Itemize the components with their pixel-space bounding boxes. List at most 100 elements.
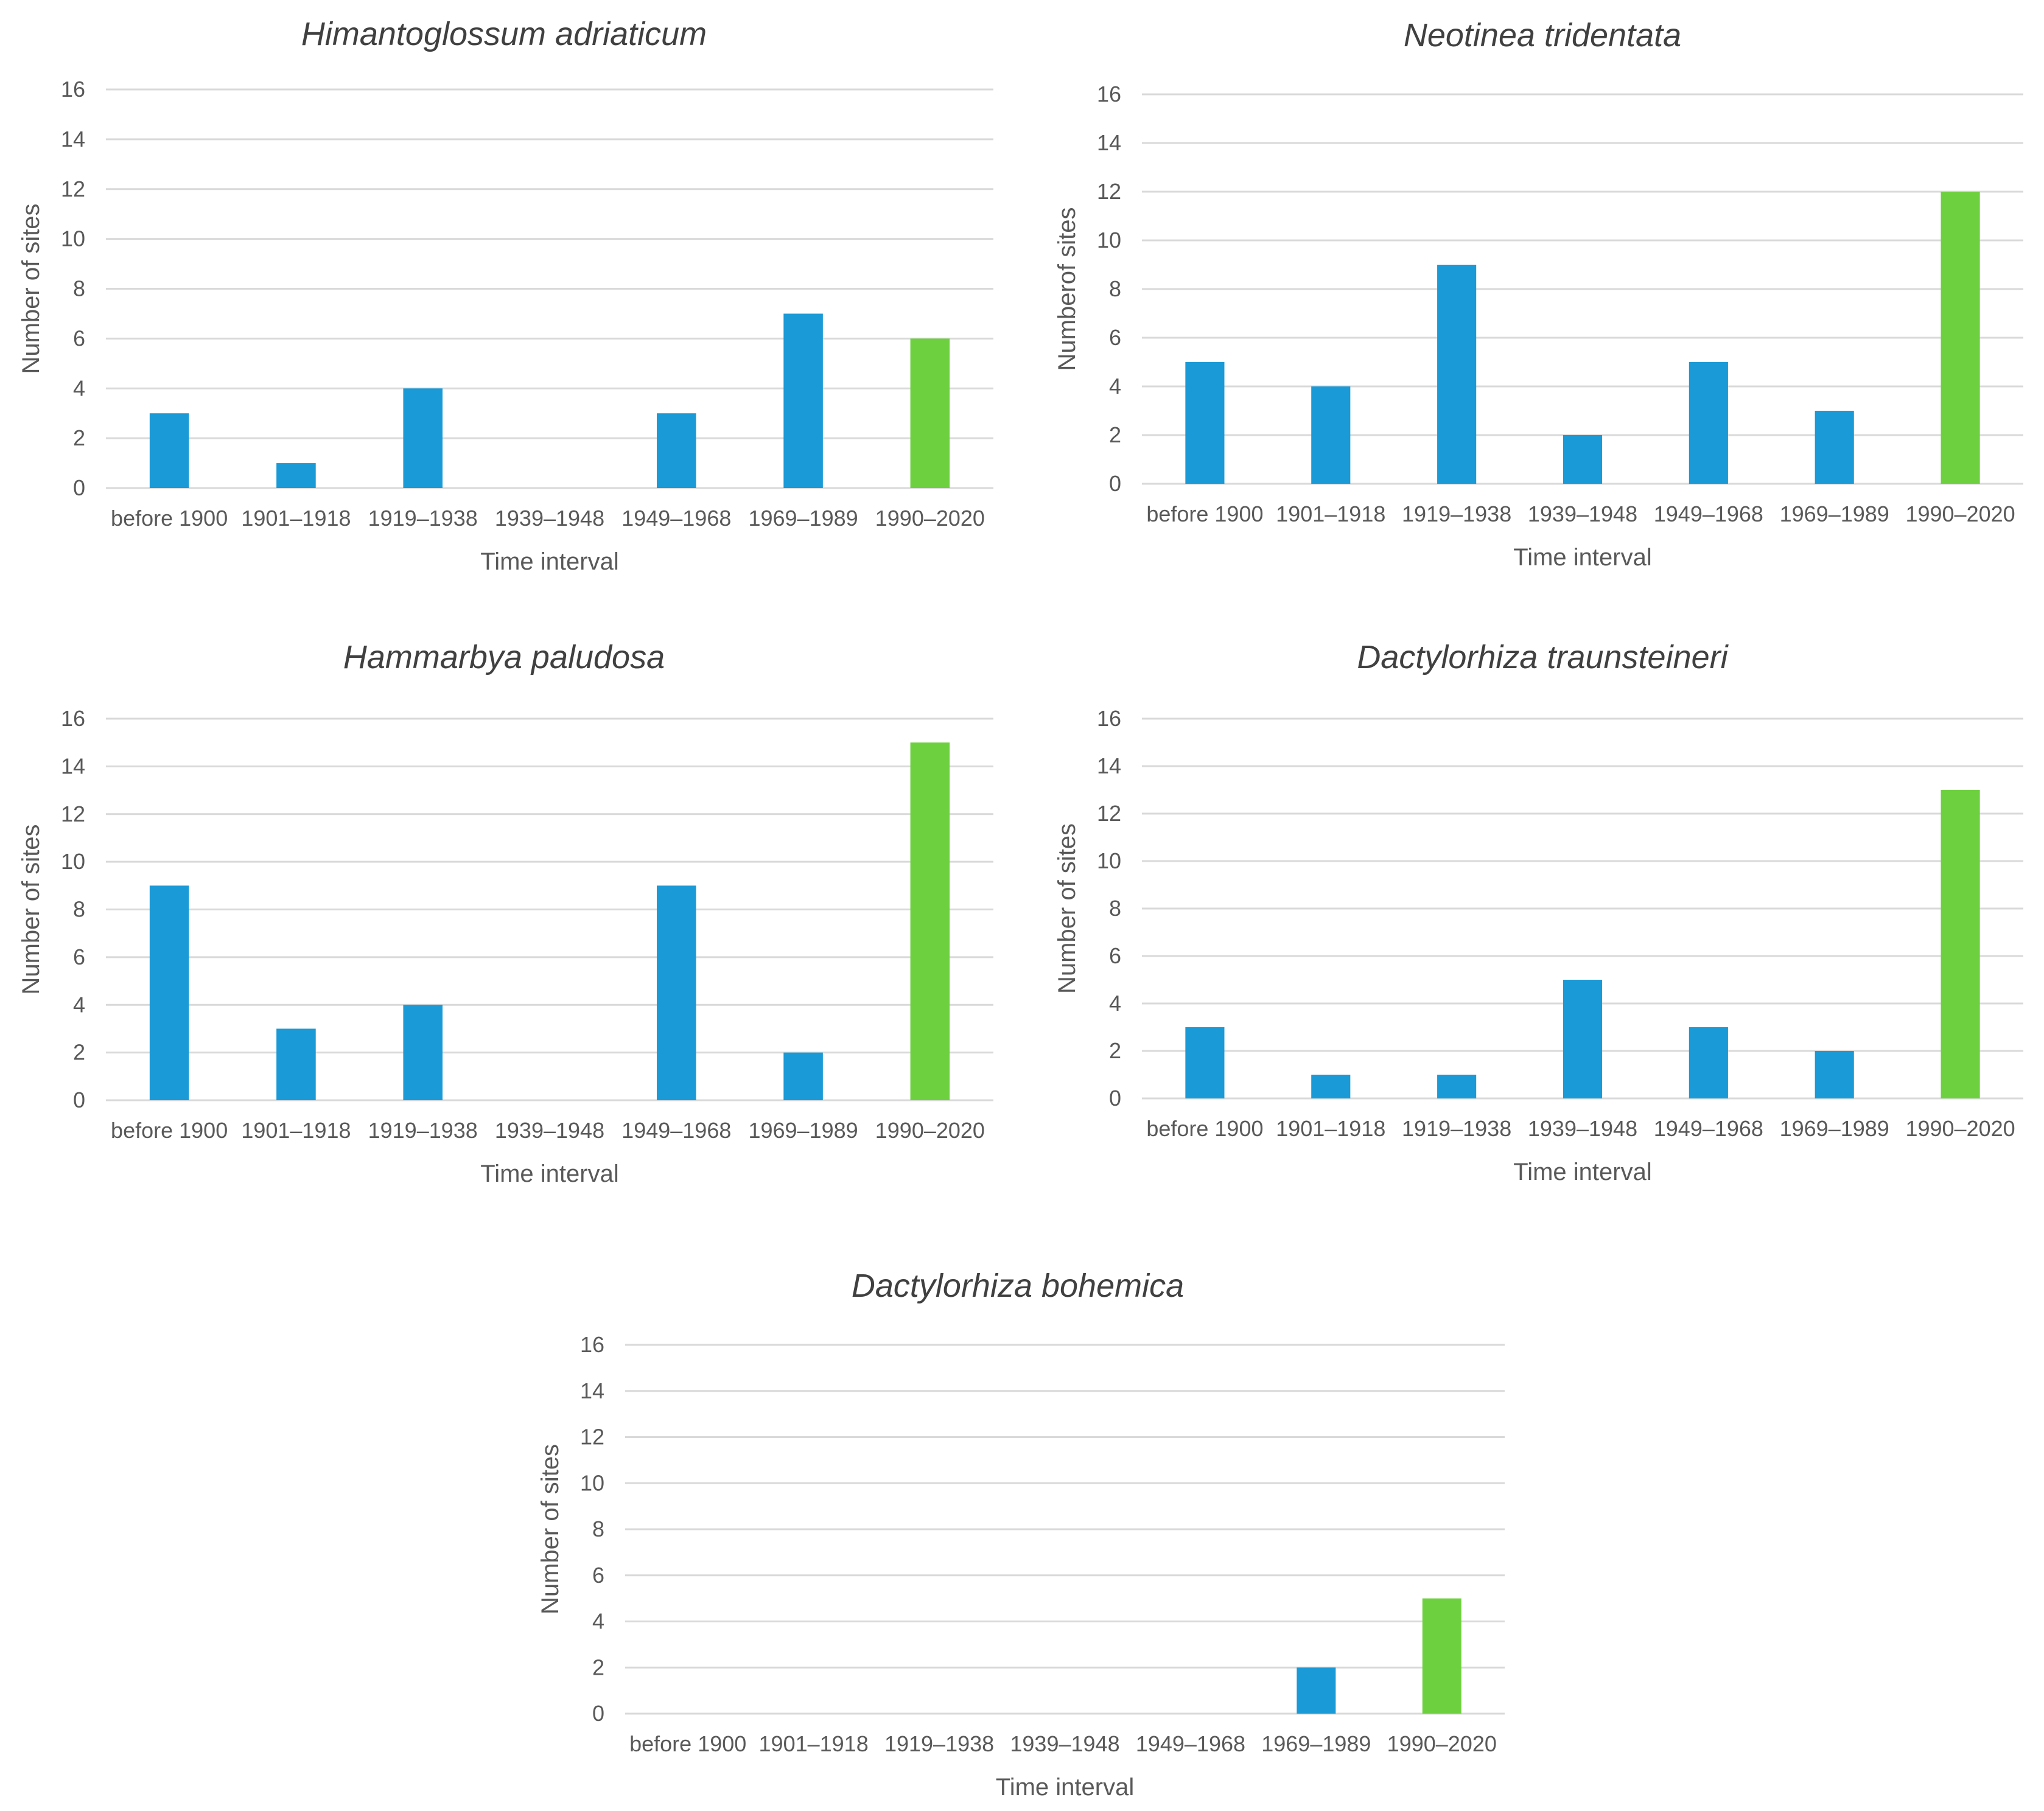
chart-svg-2: Neotinea tridentata 0 2 4 6 8 10 12 14 16 before 1… — [1054, 17, 2023, 571]
chart-svg-5: Dactylorhiza bohemica 0 2 4 6 8 10 12 14 16 before… — [537, 1268, 1505, 1801]
x-tick-label: 1949–1968 — [621, 506, 731, 531]
bar — [1422, 1598, 1461, 1714]
bar — [1941, 192, 1980, 484]
x-tick-label: 1939–1948 — [495, 506, 604, 531]
y-tick-label: 12 — [61, 176, 85, 201]
x-tick-label: 1901–1918 — [241, 1118, 351, 1143]
y-tick-label: 14 — [580, 1378, 604, 1403]
bar — [657, 885, 696, 1100]
y-tick-label: 10 — [61, 849, 85, 874]
x-tick-label: before 1900 — [111, 1118, 228, 1143]
y-tick-label: 0 — [592, 1701, 604, 1726]
x-tick-label: 1939–1948 — [1528, 1116, 1637, 1141]
chart-panel-4: Dactylorhiza traunsteineri 0 2 4 6 8 10 12 14 16 b… — [1022, 602, 2044, 1217]
x-axis-label: Time interval — [1513, 1159, 1651, 1185]
x-tick-label: 1919–1938 — [884, 1731, 994, 1756]
bar — [783, 1052, 823, 1100]
y-tick-label: 2 — [73, 425, 85, 450]
y-tick-label: 16 — [1097, 82, 1121, 106]
y-tick-label: 0 — [73, 475, 85, 500]
bar — [149, 885, 189, 1100]
x-tick-label: 1939–1948 — [495, 1118, 604, 1143]
x-tick-label: 1969–1989 — [748, 506, 858, 531]
bar — [1297, 1667, 1336, 1714]
y-tick-label: 14 — [61, 127, 85, 152]
y-tick-label: 16 — [1097, 706, 1121, 731]
x-tick-label: before 1900 — [1146, 1116, 1263, 1141]
bar — [276, 1028, 316, 1100]
y-tick-label: 4 — [592, 1609, 604, 1634]
bar — [1185, 1027, 1225, 1098]
y-tick-label: 16 — [580, 1332, 604, 1357]
x-tick-label: 1949–1968 — [1654, 1116, 1763, 1141]
y-tick-label: 16 — [61, 77, 85, 102]
bar — [910, 742, 950, 1100]
bar — [403, 1005, 443, 1100]
x-tick-label: 1939–1948 — [1528, 501, 1637, 526]
y-tick-label: 2 — [73, 1040, 85, 1065]
chart-title: Hammarbya paludosa — [343, 639, 665, 675]
y-tick-label: 4 — [73, 375, 85, 400]
y-tick-label: 10 — [1097, 228, 1121, 253]
bar — [1689, 362, 1728, 484]
chart-title: Dactylorhiza traunsteineri — [1357, 639, 1729, 675]
y-axis-label: Number of sites — [18, 824, 44, 994]
y-tick-label: 4 — [73, 992, 85, 1017]
x-tick-label: before 1900 — [1146, 501, 1263, 526]
x-axis-label: Time interval — [480, 1160, 618, 1187]
x-tick-label: 1901–1918 — [1276, 501, 1385, 526]
y-tick-label: 10 — [1097, 848, 1121, 873]
chart-panel-2: Neotinea tridentata 0 2 4 6 8 10 12 14 16 before 1… — [1022, 0, 2044, 602]
bar — [1563, 980, 1603, 1098]
bar — [1941, 790, 1980, 1098]
y-tick-label: 2 — [1109, 1038, 1121, 1063]
chart-panel-1: Himantoglossum adriaticum 0 2 4 6 8 10 12 14 16 be… — [0, 0, 1022, 602]
y-tick-label: 0 — [73, 1087, 85, 1112]
bar — [1437, 265, 1477, 484]
y-tick-label: 14 — [61, 753, 85, 778]
y-tick-label: 14 — [1097, 130, 1121, 155]
x-tick-label: before 1900 — [111, 506, 228, 531]
y-tick-label: 8 — [73, 276, 85, 301]
y-tick-label: 14 — [1097, 753, 1121, 778]
y-tick-label: 6 — [1109, 325, 1121, 350]
chart-title: Himantoglossum adriaticum — [301, 16, 707, 52]
x-tick-label: 1949–1968 — [1136, 1731, 1245, 1756]
bar — [1815, 411, 1854, 484]
x-axis-label: Time interval — [996, 1774, 1134, 1801]
bar — [1311, 386, 1351, 484]
bar — [1815, 1051, 1854, 1098]
x-tick-label: 1919–1938 — [1402, 501, 1511, 526]
chart-title: Neotinea tridentata — [1404, 17, 1681, 54]
bar — [1437, 1075, 1477, 1098]
chart-svg-1: Himantoglossum adriaticum 0 2 4 6 8 10 12 14 16 be… — [18, 16, 993, 575]
x-tick-label: 1901–1918 — [241, 506, 351, 531]
bar — [276, 463, 316, 488]
y-tick-label: 16 — [61, 706, 85, 731]
x-tick-label: 1969–1989 — [1780, 501, 1889, 526]
y-tick-label: 12 — [61, 801, 85, 826]
x-tick-label: 1919–1938 — [1402, 1116, 1511, 1141]
x-tick-label: 1969–1989 — [748, 1118, 858, 1143]
x-tick-label: 1990–2020 — [1905, 1116, 2015, 1141]
x-tick-label: 1919–1938 — [368, 506, 478, 531]
bar — [783, 313, 823, 488]
y-tick-label: 6 — [1109, 943, 1121, 968]
y-tick-label: 6 — [592, 1563, 604, 1588]
x-tick-label: 1969–1989 — [1261, 1731, 1371, 1756]
y-tick-label: 12 — [1097, 179, 1121, 204]
y-axis-label: Number of sites — [1054, 823, 1080, 994]
x-tick-label: 1990–2020 — [1905, 501, 2015, 526]
bar — [1185, 362, 1225, 484]
x-tick-label: 1990–2020 — [875, 1118, 985, 1143]
x-axis-label: Time interval — [480, 548, 618, 575]
y-tick-label: 2 — [592, 1655, 604, 1680]
y-tick-label: 12 — [580, 1425, 604, 1450]
y-tick-label: 6 — [73, 326, 85, 351]
y-axis-label: Numberof sites — [1054, 208, 1080, 371]
bar — [403, 388, 443, 488]
y-tick-label: 0 — [1109, 471, 1121, 496]
chart-title: Dactylorhiza bohemica — [852, 1268, 1184, 1304]
x-tick-label: 1949–1968 — [1654, 501, 1763, 526]
x-tick-label: 1969–1989 — [1780, 1116, 1889, 1141]
